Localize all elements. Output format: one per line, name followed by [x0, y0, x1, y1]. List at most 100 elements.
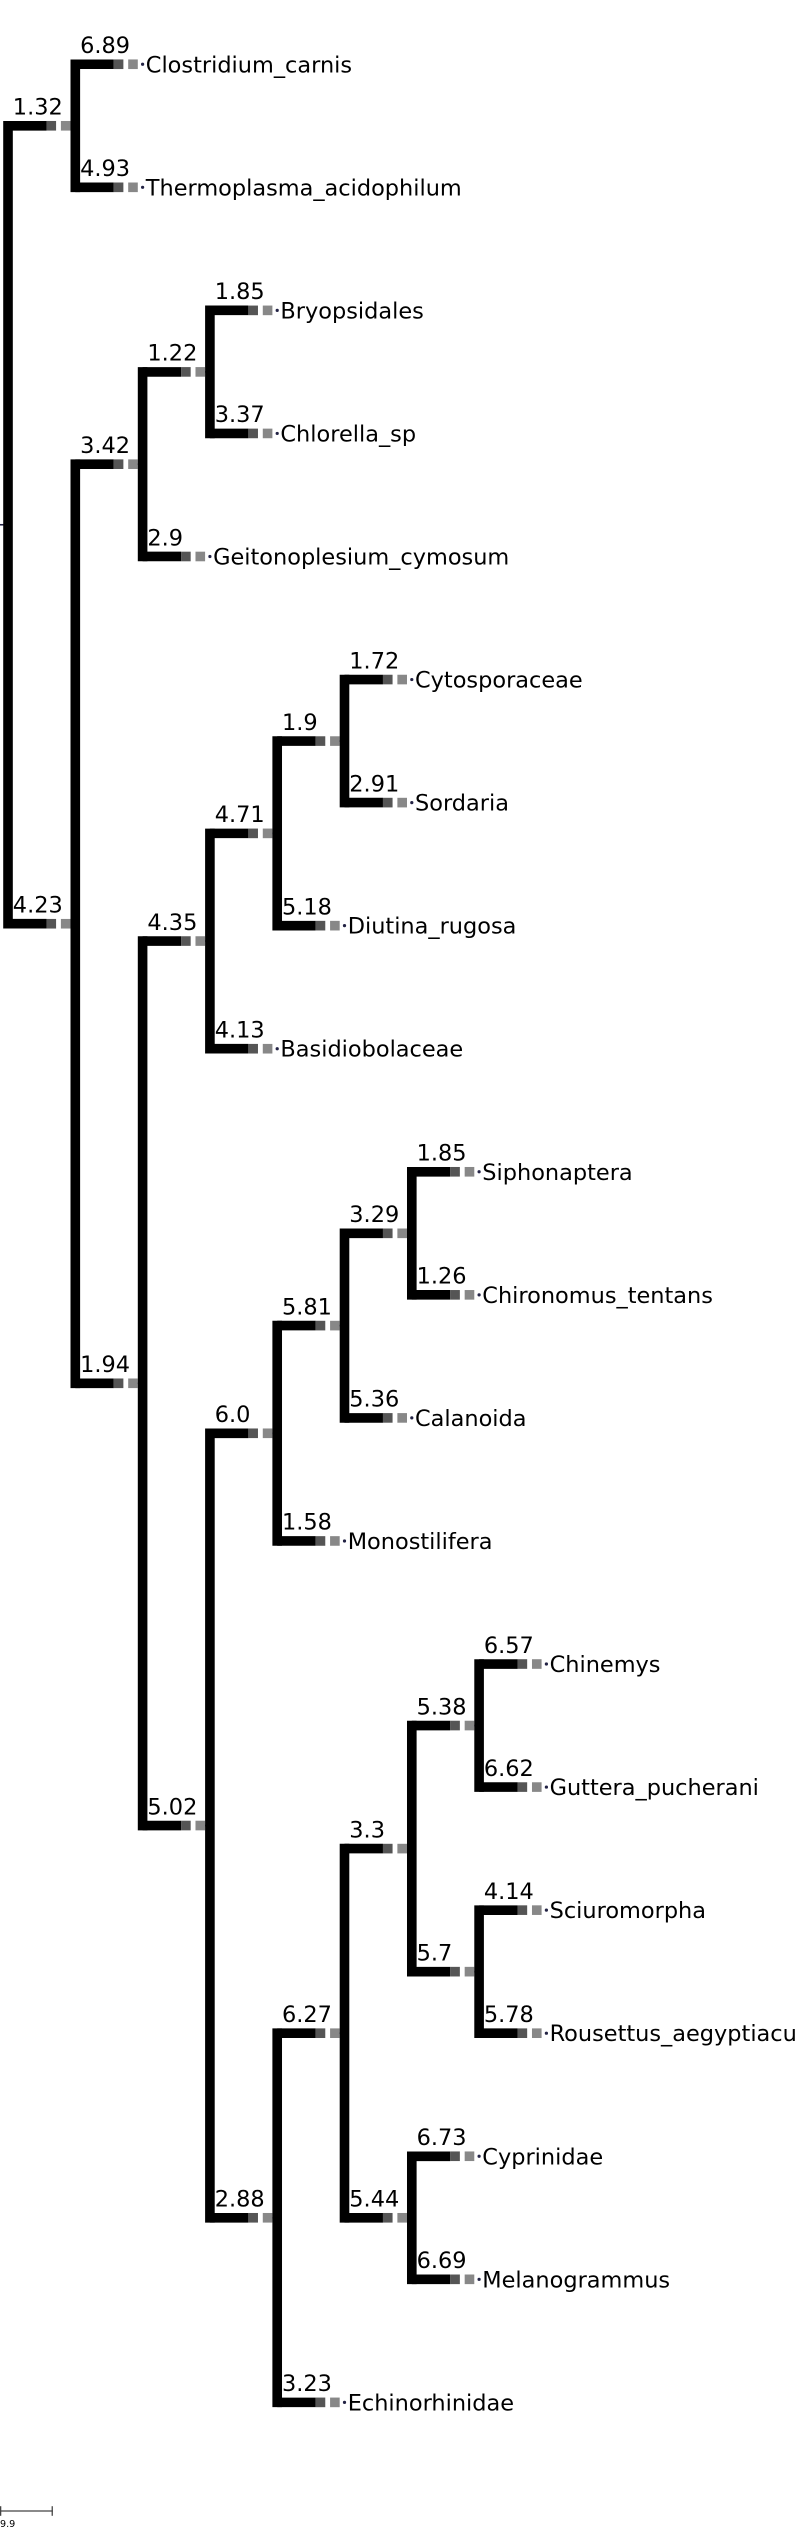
- branch-length: 6.89: [80, 33, 130, 59]
- branch-marker: [315, 920, 326, 931]
- leaf-dot: [544, 1785, 548, 1789]
- branch-marker: [397, 2212, 407, 2223]
- branch-length: 6.27: [282, 2002, 332, 2028]
- branch-length: 3.23: [282, 2371, 332, 2397]
- leaf-name: Siphonaptera: [482, 1160, 632, 1186]
- branch-length: 4.35: [147, 910, 197, 936]
- leaf-name: Echinorhinidae: [348, 2390, 514, 2416]
- branch-marker: [382, 1843, 393, 1854]
- branch-marker: [181, 936, 191, 946]
- branch-length: 4.14: [484, 1879, 534, 1905]
- branch-length: 1.22: [147, 341, 197, 367]
- branch-length: 1.26: [417, 1264, 467, 1290]
- branch-marker: [181, 1820, 191, 1831]
- branch-marker: [248, 1428, 258, 1439]
- branch-marker: [262, 1043, 273, 1054]
- branch-marker: [60, 918, 71, 929]
- branch-marker: [464, 1166, 475, 1177]
- branch-length: 1.58: [282, 1510, 332, 1536]
- branch-length: 3.42: [80, 433, 130, 459]
- branch-marker: [464, 2274, 475, 2285]
- branch-marker: [330, 920, 340, 931]
- branch-marker: [315, 736, 326, 746]
- leaf-dot: [477, 1293, 481, 1297]
- branch-marker: [248, 1043, 258, 1054]
- leaf-name: Monostilifera: [348, 1529, 493, 1555]
- branch-length: 1.85: [417, 1141, 467, 1167]
- branch-marker: [382, 2212, 393, 2223]
- leaf-dot: [275, 431, 279, 436]
- leaf-name: Geitonoplesium_cymosum: [213, 544, 509, 570]
- branch-length: 1.9: [282, 710, 318, 736]
- branch-marker: [517, 1782, 528, 1792]
- branch-marker: [128, 182, 138, 193]
- branch-length: 5.81: [282, 1294, 332, 1320]
- branch-marker: [128, 1378, 138, 1389]
- branch-length: 4.13: [215, 1018, 265, 1044]
- branch-marker: [450, 2151, 460, 2162]
- branch-length: 6.69: [417, 2248, 467, 2274]
- branch-marker: [248, 428, 258, 439]
- branch-marker: [181, 551, 191, 562]
- leaf-dot: [141, 185, 145, 189]
- branch-marker: [531, 1659, 542, 1669]
- branch-marker: [397, 1843, 407, 1854]
- leaf-dot: [477, 1170, 481, 1174]
- branch-marker: [262, 1428, 273, 1439]
- branch-length: 6.0: [215, 1402, 251, 1428]
- branch-marker: [248, 305, 258, 316]
- branch-length: 1.32: [13, 95, 63, 121]
- branch-marker: [382, 1413, 393, 1423]
- leaf-name: Melanogrammus: [482, 2267, 670, 2293]
- branch-length: 3.37: [215, 402, 265, 428]
- leaf-name: Chironomus_tentans: [482, 1283, 713, 1309]
- branch-marker: [531, 1905, 542, 1915]
- branch-marker: [248, 2212, 258, 2223]
- leaf-dot: [208, 554, 212, 559]
- branch-marker: [113, 59, 124, 70]
- scale-bar-label: 9.9: [0, 2519, 15, 2530]
- branch-marker: [382, 797, 393, 808]
- branch-length: 6.57: [484, 1633, 534, 1659]
- branch-marker: [181, 367, 191, 377]
- leaf-name: Cytosporaceae: [415, 668, 583, 694]
- branch-length: 5.02: [147, 1794, 197, 1820]
- branch-marker: [397, 797, 407, 808]
- branch-marker: [46, 918, 57, 929]
- branch-marker: [262, 305, 273, 316]
- leaf-dot: [342, 924, 347, 928]
- leaf-name: Cyprinidae: [482, 2144, 603, 2170]
- branch-marker: [128, 59, 138, 70]
- branch-marker: [128, 459, 138, 469]
- branch-length: 3.29: [349, 1202, 399, 1228]
- branch-marker: [195, 936, 206, 946]
- leaf-name: Diutina_rugosa: [348, 914, 517, 940]
- branch-marker: [450, 1966, 460, 1977]
- leaf-name: Thermoplasma_acidophilum: [145, 175, 462, 201]
- leaf-dot: [544, 1662, 548, 1666]
- branch-marker: [517, 1905, 528, 1915]
- branch-marker: [262, 828, 273, 839]
- branch-length: 1.85: [215, 279, 265, 305]
- branch-marker: [315, 2028, 326, 2039]
- branch-marker: [195, 551, 206, 562]
- leaf-dot: [342, 2400, 347, 2404]
- branch-marker: [397, 674, 407, 685]
- branch-marker: [531, 2028, 542, 2039]
- leaf-name: Bryopsidales: [280, 298, 423, 324]
- branch-marker: [517, 1659, 528, 1669]
- leaf-dot: [141, 62, 145, 66]
- branch-marker: [195, 367, 206, 377]
- branch-marker: [382, 1228, 393, 1239]
- branch-marker: [464, 1290, 475, 1300]
- branch-length: 5.78: [484, 2002, 534, 2028]
- leaf-dot: [544, 2031, 548, 2035]
- leaf-name: Basidiobolaceae: [280, 1037, 463, 1063]
- leaf-dot: [477, 2277, 481, 2281]
- branch-marker: [330, 736, 340, 746]
- branch-marker: [113, 459, 124, 469]
- branch-length: 4.93: [80, 156, 130, 182]
- branch-marker: [450, 1720, 460, 1731]
